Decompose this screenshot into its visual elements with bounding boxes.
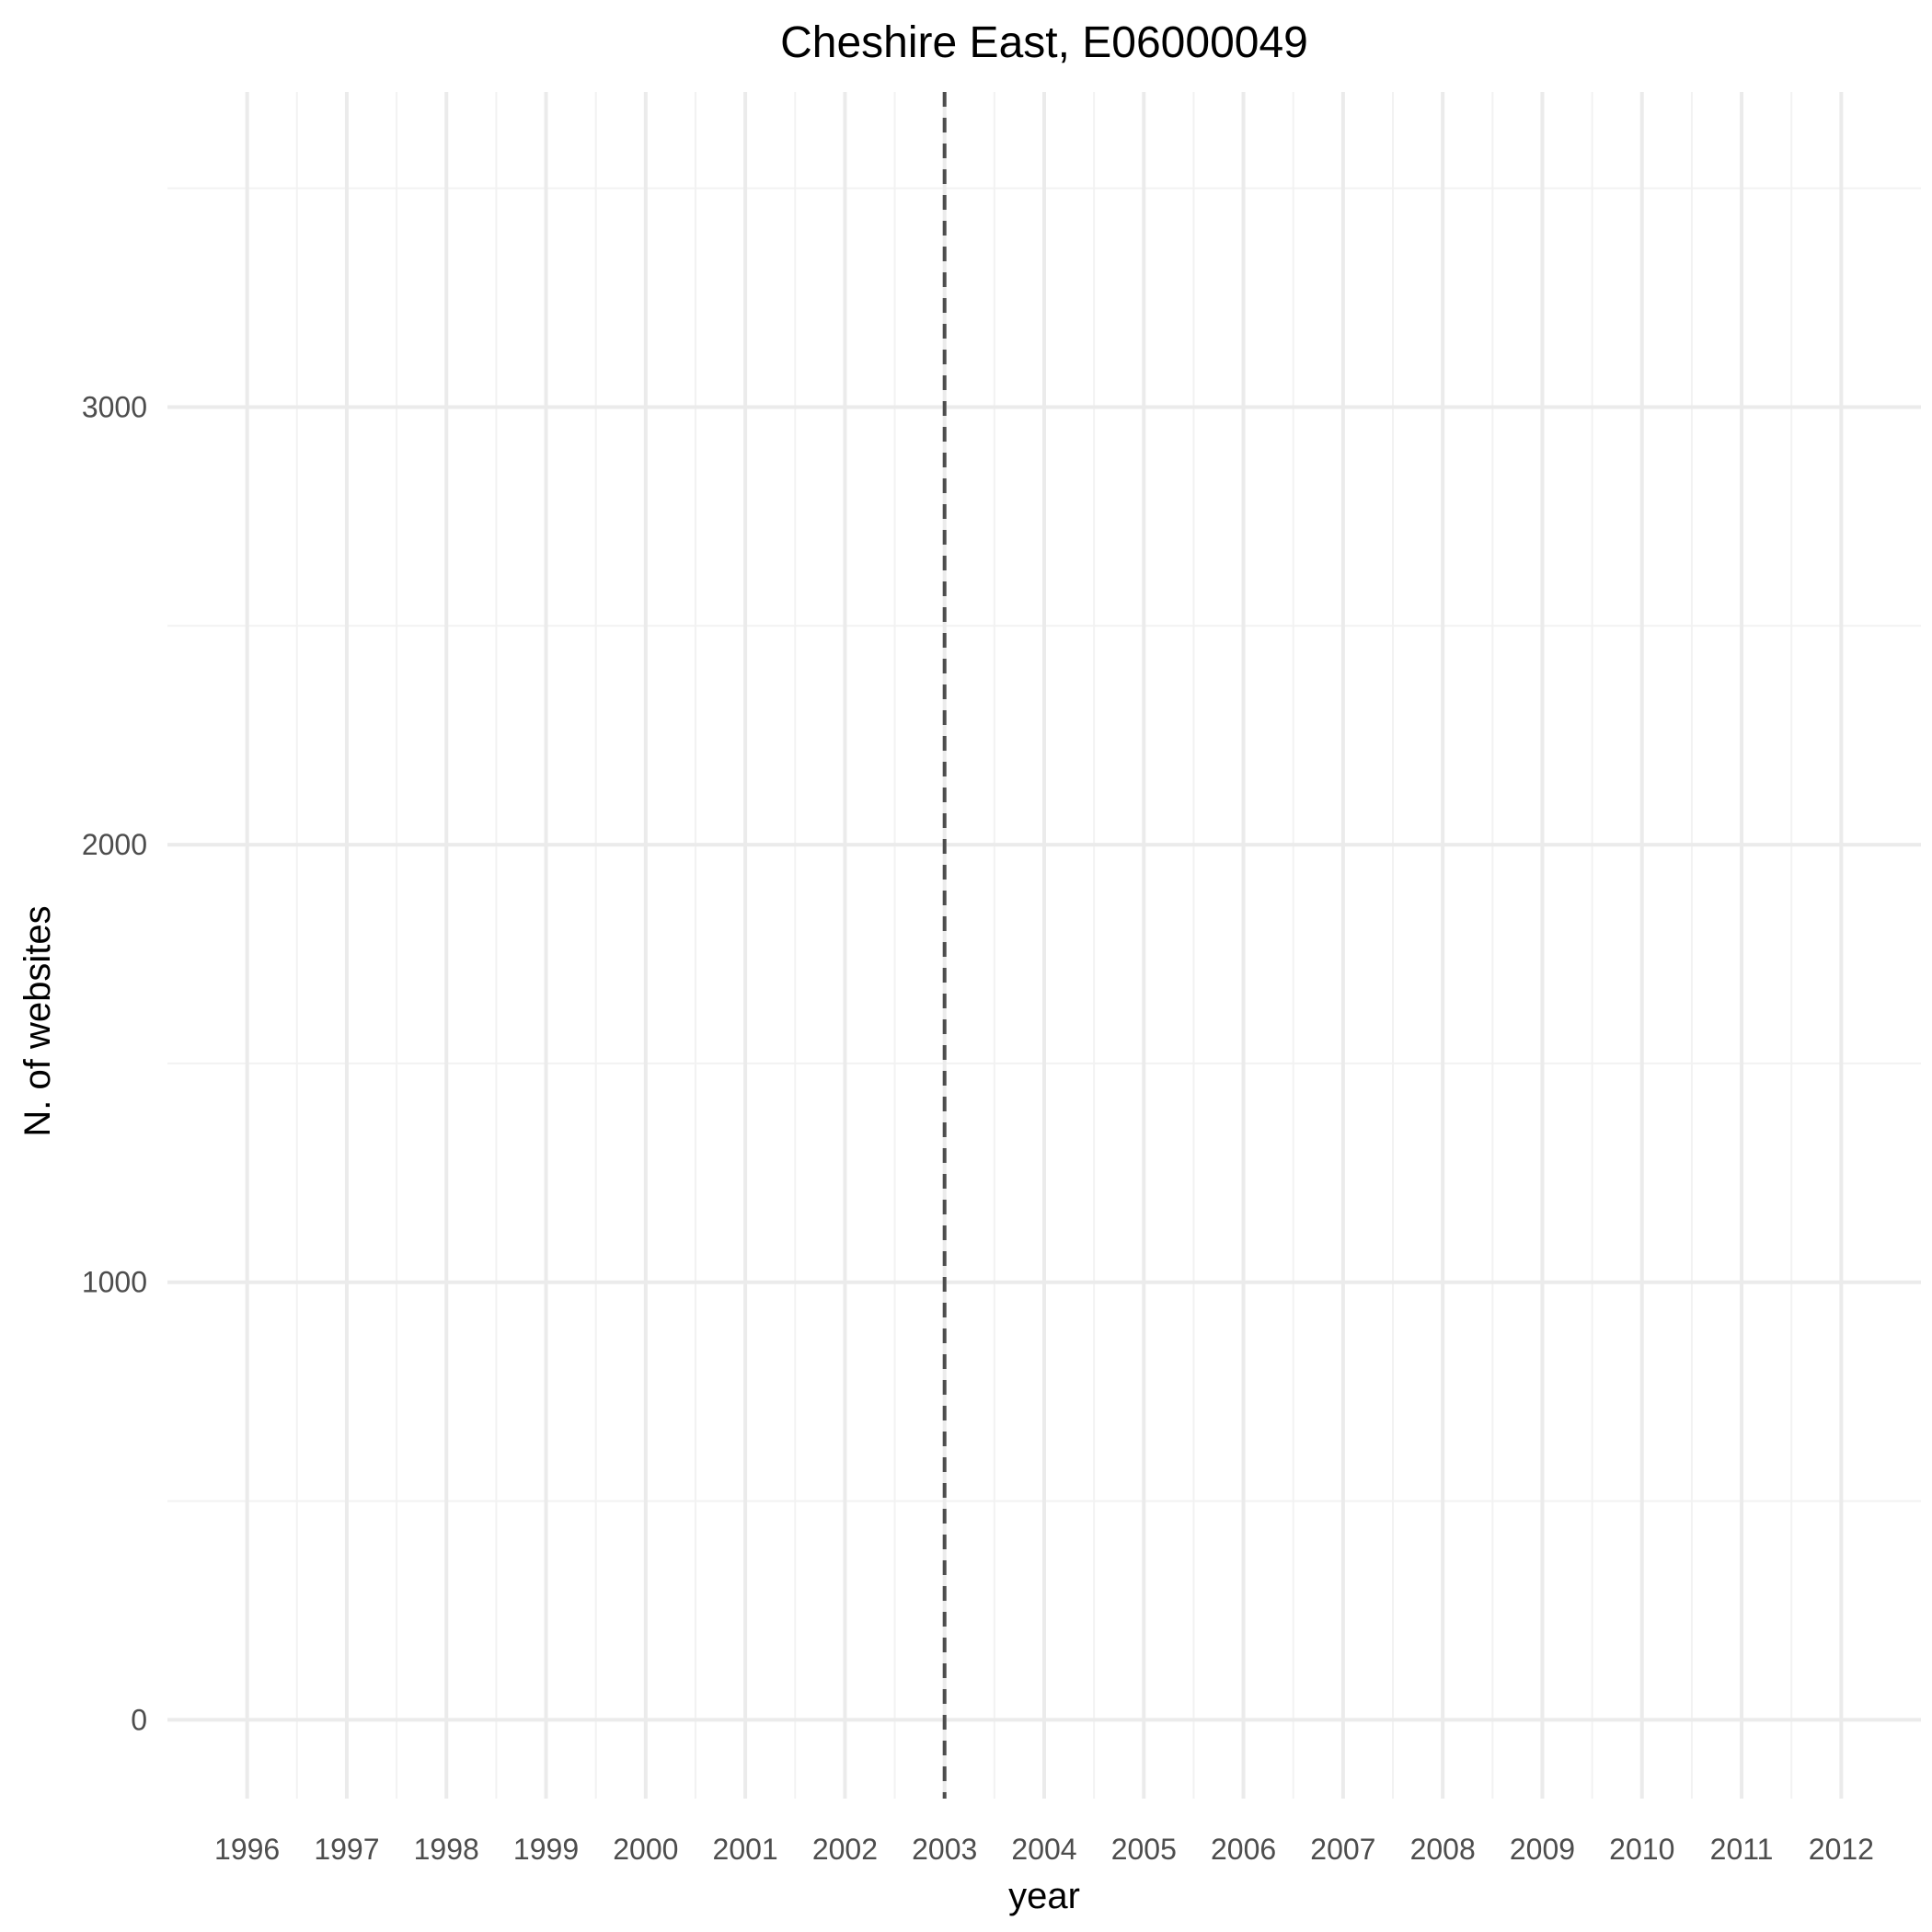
major-gridlines [167, 92, 1921, 1799]
x-tick-label: 1996 [214, 1833, 280, 1866]
x-tick-label: 2007 [1310, 1833, 1375, 1866]
x-tick-label: 1999 [513, 1833, 579, 1866]
x-tick-label: 2009 [1510, 1833, 1575, 1866]
y-axis-title: N. of websites [17, 905, 58, 1136]
x-tick-label: 2008 [1410, 1833, 1476, 1866]
x-tick-labels: 1996 1997 1998 1999 2000 2001 2002 2003 2004 2005… [214, 1833, 1874, 1866]
y-tick-labels: 0 1000 2000 3000 [82, 390, 147, 1736]
x-tick-label: 2005 [1111, 1833, 1177, 1866]
chart-title: Cheshire East, E06000049 [780, 18, 1308, 67]
y-tick-label: 1000 [82, 1266, 147, 1299]
x-tick-label: 2011 [1710, 1833, 1774, 1866]
x-tick-label: 2010 [1609, 1833, 1674, 1866]
x-tick-label: 2002 [812, 1833, 878, 1866]
x-tick-label: 2006 [1211, 1833, 1276, 1866]
x-tick-label: 2012 [1809, 1833, 1874, 1866]
y-tick-label: 3000 [82, 390, 147, 423]
x-tick-label: 2000 [613, 1833, 678, 1866]
y-tick-label: 0 [131, 1703, 147, 1736]
x-tick-label: 2003 [912, 1833, 977, 1866]
x-axis-title: year [1008, 1876, 1080, 1916]
x-tick-label: 2001 [713, 1833, 778, 1866]
x-tick-label: 2004 [1011, 1833, 1076, 1866]
y-tick-label: 2000 [82, 828, 147, 861]
x-tick-label: 1998 [414, 1833, 479, 1866]
x-tick-label: 1997 [314, 1833, 379, 1866]
